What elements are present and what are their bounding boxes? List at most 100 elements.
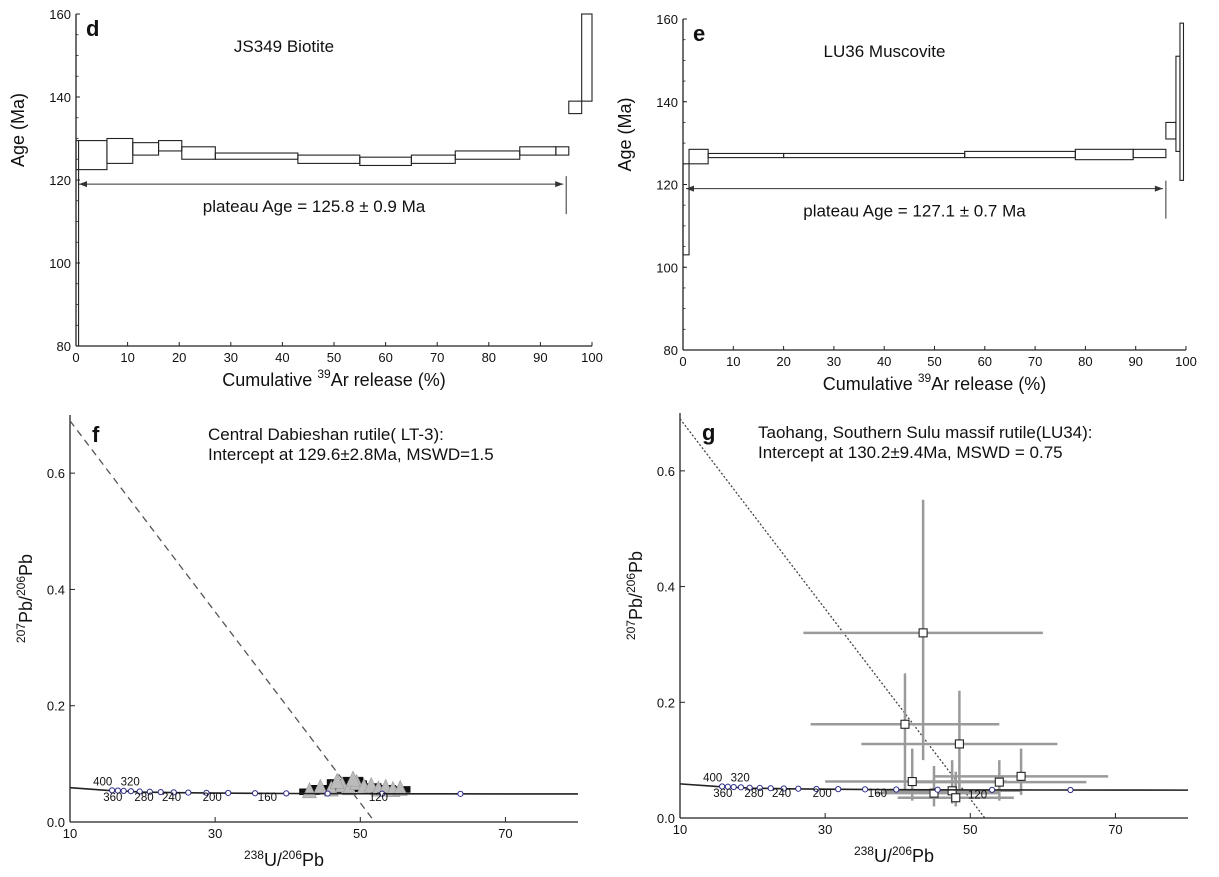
x-tick-label: 30 <box>827 354 841 369</box>
age-step <box>75 140 108 171</box>
data-point <box>954 739 964 749</box>
panel-f: 10 30 50 70 0.0 0.2 0.4 0.6 400 320 360 280 240 200 16… <box>14 415 579 870</box>
x-axis-title: 238U/206Pb <box>244 848 324 870</box>
concordia-age-marker <box>170 789 177 796</box>
y-axis-title-superscript: 207 <box>624 620 638 640</box>
y-tick-label: 80 <box>664 343 678 358</box>
intercept-title-line: Intercept at 129.6±2.8Ma, MSWD=1.5 <box>208 445 494 464</box>
x-tick-label: 10 <box>673 822 687 837</box>
x-tick-label: 50 <box>927 354 941 369</box>
sample-title: JS349 Biotite <box>234 37 334 56</box>
data-point <box>900 719 910 729</box>
y-axis-title-superscript: 206 <box>14 576 28 596</box>
y-tick-label: 100 <box>656 260 678 275</box>
regression-line <box>69 420 376 823</box>
concordia-age-label: 120 <box>369 792 388 804</box>
x-tick-label: 100 <box>581 350 603 365</box>
y-axis-title-part: Pb <box>16 554 36 576</box>
concordia-age-marker <box>746 784 753 791</box>
age-step <box>132 142 160 156</box>
concordia-age-marker <box>457 790 464 797</box>
x-tick-label: 50 <box>353 826 367 841</box>
x-axis-title: 238U/206Pb <box>854 844 934 866</box>
concordia-age-label: 400 <box>93 776 112 788</box>
x-tick-label: 60 <box>978 354 992 369</box>
age-step <box>1175 55 1181 152</box>
x-axis-title: Cumulative 39Ar release (%) <box>823 371 1046 394</box>
concordia-age-marker <box>146 788 153 795</box>
concordia-age-marker <box>737 784 745 791</box>
concordia-age-label: 160 <box>258 792 277 804</box>
y-axis-title: Age (Ma) <box>8 93 28 167</box>
concordia-age-label: 240 <box>162 792 181 804</box>
concordia-age-marker <box>251 790 259 797</box>
data-point <box>1016 771 1026 781</box>
panel-d: 0 10 20 30 40 50 60 70 80 90 100 80 100 120 140 160 plat… <box>8 7 603 390</box>
concordia-age-marker <box>225 789 232 797</box>
concordia-age-marker <box>127 788 135 795</box>
y-tick-label: 100 <box>49 256 71 271</box>
concordia-age-marker <box>813 785 820 793</box>
panel-letter: f <box>92 422 100 447</box>
intercept-title-line: Taohang, Southern Sulu massif rutile(LU3… <box>758 423 1093 442</box>
age-step <box>519 146 557 156</box>
age-step <box>707 152 785 159</box>
concordia-age-marker <box>780 785 787 792</box>
sample-title: LU36 Muscovite <box>824 42 946 61</box>
concordia-age-label: 160 <box>868 788 887 800</box>
age-step <box>682 163 690 256</box>
x-axis-title-superscript: 206 <box>892 844 912 858</box>
age-step <box>1179 22 1185 181</box>
y-tick-label: 0.2 <box>47 699 65 714</box>
data-point <box>329 772 345 789</box>
age-step <box>1132 148 1167 159</box>
concordia-age-marker <box>835 786 842 793</box>
y-tick-label: 0.4 <box>657 580 675 595</box>
age-step <box>297 154 361 164</box>
concordia-age-marker <box>136 788 143 795</box>
x-axis-title-part: Pb <box>302 850 324 870</box>
x-tick-label: 50 <box>327 350 341 365</box>
x-tick-label: 40 <box>877 354 891 369</box>
x-tick-label: 90 <box>1128 354 1142 369</box>
x-axis-title-superscript: 238 <box>854 844 874 858</box>
concordia-age-label: 400 <box>703 773 722 785</box>
x-tick-label: 10 <box>726 354 740 369</box>
age-step <box>106 137 134 164</box>
y-tick-label: 160 <box>656 12 678 27</box>
x-tick-label: 70 <box>1028 354 1042 369</box>
concordia-age-label: 360 <box>103 792 122 804</box>
plateau-arrowhead-right <box>1154 185 1163 192</box>
age-step <box>181 146 216 160</box>
concordia-age-marker <box>378 790 386 797</box>
x-tick-label: 80 <box>482 350 496 365</box>
x-axis-title-part: U/ <box>874 846 892 866</box>
x-tick-label: 90 <box>533 350 547 365</box>
plateau-annotation: plateau Age = 125.8 ± 0.9 Ma <box>203 197 426 216</box>
x-axis-title-part: Ar release (%) <box>331 370 446 390</box>
concordia-age-marker <box>988 786 996 793</box>
concordia-age-marker <box>203 789 210 796</box>
concordia-age-label: 360 <box>713 788 732 800</box>
x-tick-label: 70 <box>430 350 444 365</box>
data-point <box>994 777 1004 787</box>
y-tick-label: 0.4 <box>47 582 65 597</box>
intercept-title-line: Central Dabieshan rutile( LT-3): <box>208 425 444 444</box>
concordia-age-label: 280 <box>134 792 153 804</box>
concordia-age-marker <box>185 789 192 796</box>
concordia-age-label: 280 <box>744 788 763 800</box>
y-tick-label: 0.6 <box>657 464 675 479</box>
y-tick-label: 0.2 <box>657 695 675 710</box>
panel-letter: d <box>86 16 99 41</box>
x-tick-label: 50 <box>963 822 977 837</box>
x-axis-title-part: U/ <box>264 850 282 870</box>
x-tick-label: 30 <box>224 350 238 365</box>
y-tick-label: 0.0 <box>47 815 65 830</box>
concordia-age-label: 320 <box>731 773 750 785</box>
y-axis-title-superscript: 207 <box>14 623 28 643</box>
x-tick-label: 100 <box>1175 354 1197 369</box>
panel-e: 0 10 20 30 40 50 60 70 80 90 100 80 100 120 140 160 plat… <box>615 12 1197 394</box>
concordia-age-marker <box>724 783 731 790</box>
plateau-arrowhead-left <box>686 185 694 192</box>
concordia-age-marker <box>730 783 737 791</box>
